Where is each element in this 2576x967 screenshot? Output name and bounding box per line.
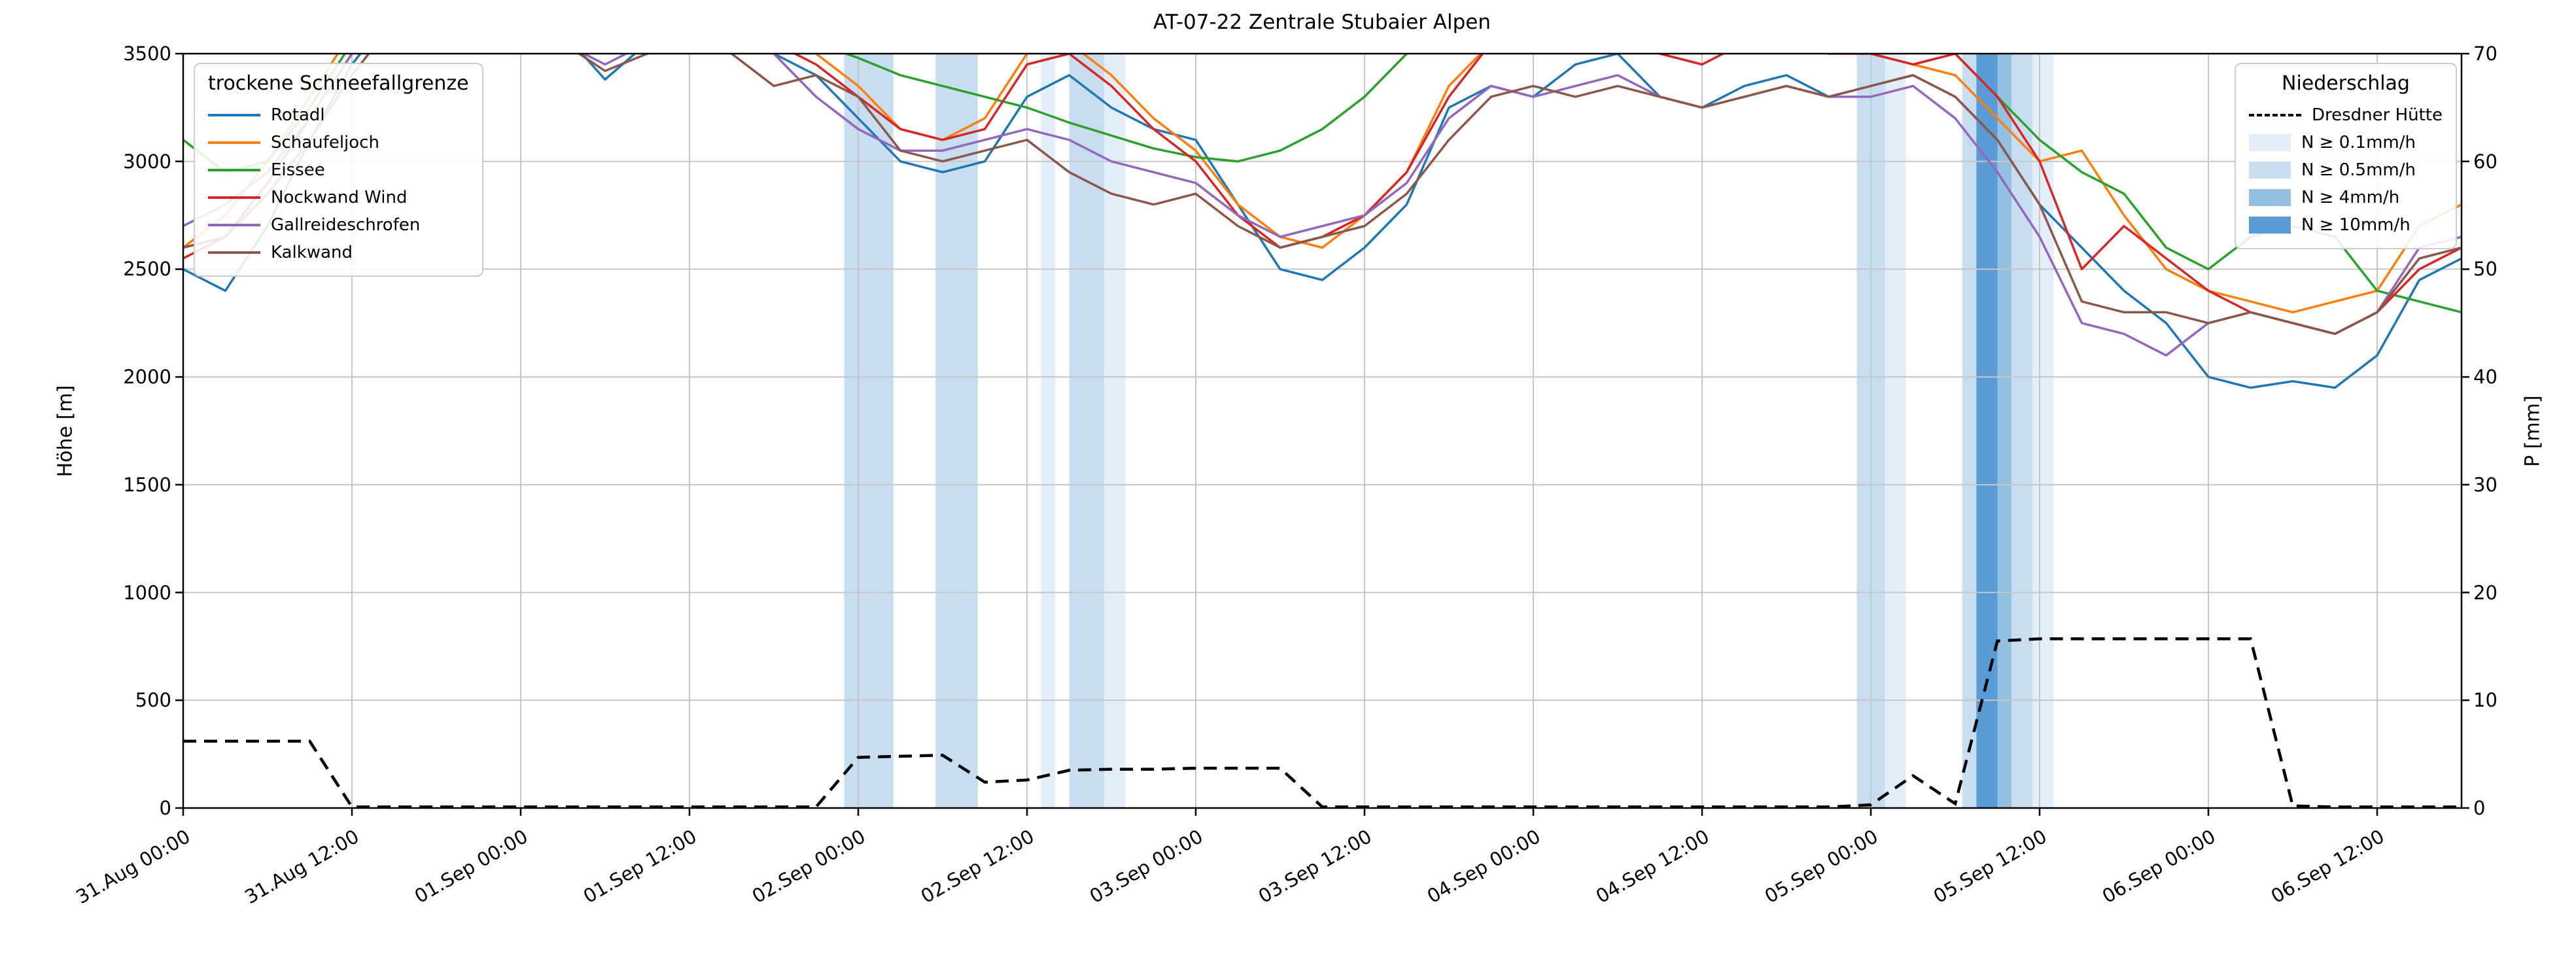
line-swatch [208,224,260,226]
y-right-tick-label: 60 [2473,150,2498,173]
legend-item-label: Rotadl [271,105,325,125]
legend-item-label: N ≥ 0.5mm/h [2301,160,2416,180]
legend-item-dresdner-huette: Dresdner Hütte [2248,101,2443,129]
band-swatch [2248,189,2291,206]
chart-title: AT-07-22 Zentrale Stubaier Alpen [1153,10,1491,34]
series-line-gallreideschrofen [183,54,2462,357]
y-left-tick-label: 1000 [123,581,171,604]
series-line-nockwand-wind [183,54,2462,336]
series-line-kalkwand [183,54,2462,336]
y-right-tick-label: 10 [2473,689,2498,712]
snow-legend: trockene Schneefallgrenze Rotadl Schaufel… [194,63,483,277]
legend-item-label: Schaufeljoch [271,133,379,152]
y-left-tick-label: 2500 [123,258,171,281]
y-right-tick-label: 0 [2473,797,2486,819]
legend-item-schaufeljoch: Schaufeljoch [208,129,469,156]
y-right-tick-label: 30 [2473,473,2498,496]
y-left-tick-label: 0 [159,797,171,819]
snow-legend-title: trockene Schneefallgrenze [208,72,469,95]
axes-frame [182,52,2463,809]
precip-band [1041,54,1055,808]
precip-band [1069,54,1105,808]
legend-item-label: Eissee [271,160,325,180]
precip-band [1997,54,2011,808]
precip-legend-items: Dresdner Hütte N ≥ 0.1mm/h N ≥ 0.5mm/h N ≥ … [2248,101,2443,239]
legend-item-gallreideschrofen: Gallreideschrofen [208,211,469,239]
legend-item-band-10: N ≥ 10mm/h [2248,211,2443,239]
series-line-schaufeljoch [183,54,2462,314]
band-swatch [2248,134,2291,151]
precip-band [2032,54,2054,808]
y-left-tick-label: 500 [135,689,171,712]
legend-item-label: N ≥ 10mm/h [2301,215,2411,235]
precip-legend-title: Niederschlag [2282,72,2410,95]
snow-legend-items: Rotadl Schaufeljoch Eissee Nockwand Wind Gal… [208,101,469,266]
band-swatch [2248,217,2291,234]
series-line-eissee [183,54,2462,313]
y-right-tick-label: 50 [2473,258,2498,281]
legend-item-kalkwand: Kalkwand [208,239,469,266]
line-swatch [208,141,260,144]
legend-item-band-4: N ≥ 4mm/h [2248,184,2443,211]
legend-item-band-0.5: N ≥ 0.5mm/h [2248,156,2443,184]
line-swatch [208,169,260,171]
legend-item-label: N ≥ 0.1mm/h [2301,133,2416,152]
line-swatch [208,251,260,254]
y-left-tick-label: 2000 [123,366,171,389]
y-right-tick-label: 70 [2473,43,2498,65]
series-line-rotadl [183,54,2462,389]
legend-item-nockwand-wind: Nockwand Wind [208,184,469,211]
y-left-tick-label: 3000 [123,150,171,173]
line-swatch [208,114,260,116]
line-swatch [208,196,260,199]
precip-band [1962,54,1977,808]
legend-item-label: Dresdner Hütte [2311,105,2443,125]
precip-band [1104,54,1126,808]
y-left-tick-label: 3500 [123,43,171,65]
legend-item-label: Gallreideschrofen [271,215,421,235]
legend-item-label: N ≥ 4mm/h [2301,188,2400,207]
band-swatch [2248,162,2291,179]
y-right-tick-label: 20 [2473,581,2498,604]
dashed-line-swatch [2248,114,2301,116]
legend-item-label: Nockwand Wind [271,188,408,207]
precip-legend: Niederschlag Dresdner Hütte N ≥ 0.1mm/h N … [2234,63,2457,249]
precip-band [1885,54,1906,808]
legend-item-label: Kalkwand [271,243,353,262]
precip-band [935,54,978,808]
y-left-tick-label: 1500 [123,473,171,496]
legend-item-eissee: Eissee [208,156,469,184]
y-right-tick-label: 40 [2473,366,2498,389]
legend-item-band-0.1: N ≥ 0.1mm/h [2248,129,2443,156]
legend-item-rotadl: Rotadl [208,101,469,129]
precip-band [844,54,894,808]
precip-line [183,637,2462,808]
